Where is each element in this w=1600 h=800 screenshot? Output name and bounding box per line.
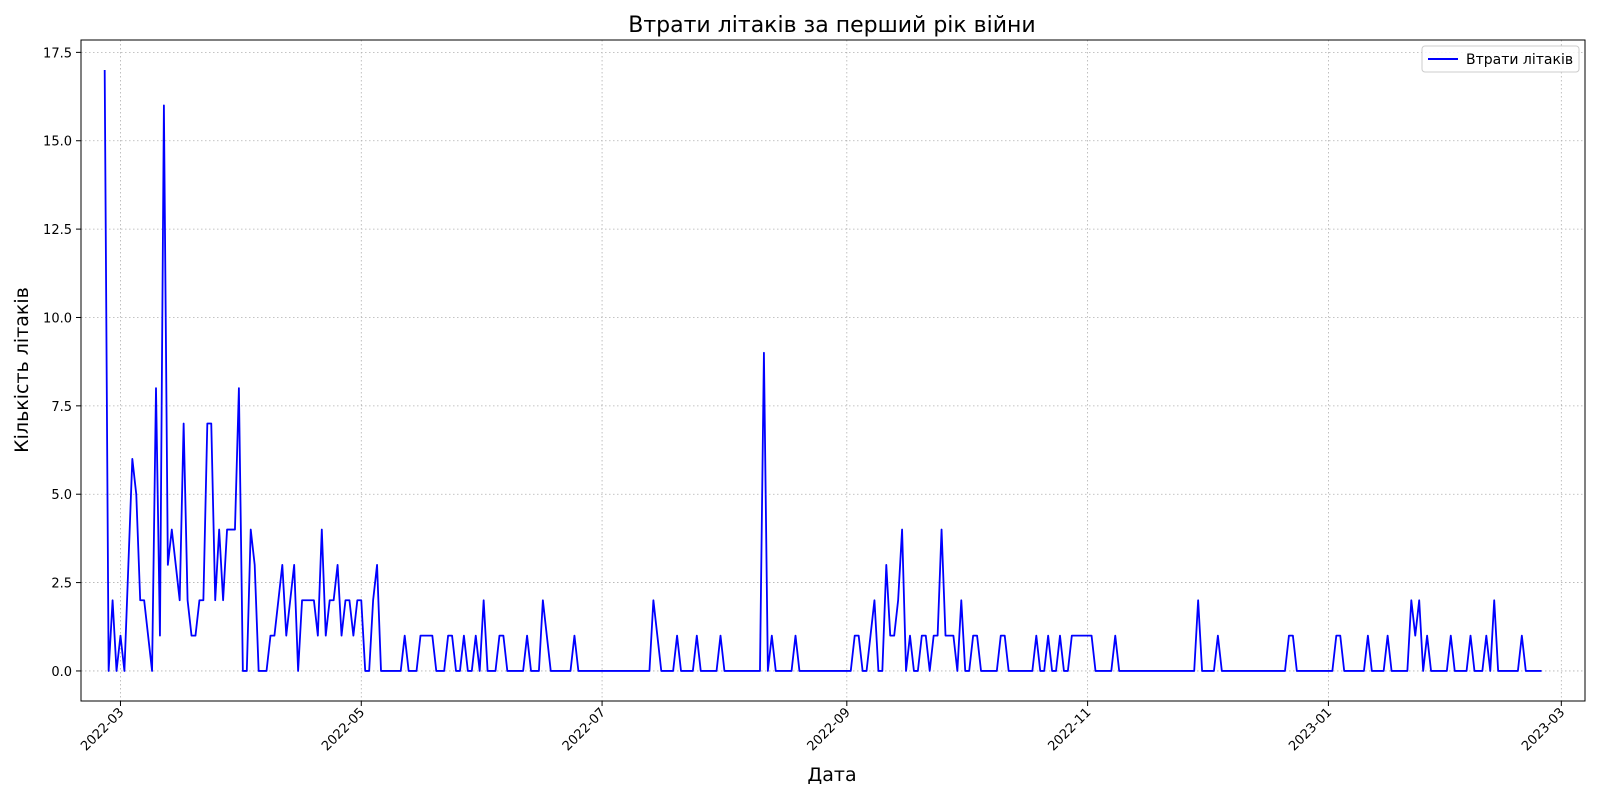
y-tick-label: 0.0 (51, 665, 72, 680)
y-tick-label: 12.5 (43, 223, 72, 238)
x-axis: 2022-03 2022-05 2022-07 2022-09 2022-11 2023-… (78, 701, 1568, 754)
x-axis-label: Дата (807, 764, 856, 786)
x-tick-label: 2022-03 (78, 705, 127, 754)
x-tick-label: 2022-05 (319, 705, 368, 754)
plot-area (103, 70, 1542, 672)
x-tick-label: 2023-03 (1519, 705, 1568, 754)
y-axis-label: Кількість літаків (11, 287, 33, 453)
y-tick-label: 10.0 (43, 311, 72, 326)
legend: Втрати літаків (1421, 45, 1580, 73)
y-tick-label: 17.5 (43, 46, 72, 61)
legend-label: Втрати літаків (1466, 52, 1573, 68)
series-line (103, 70, 1542, 672)
x-tick-label: 2023-01 (1286, 705, 1335, 754)
x-tick-label: 2022-11 (1045, 705, 1094, 754)
legend-box (1421, 45, 1580, 73)
grid-lines (81, 40, 1585, 701)
x-tick-label: 2022-09 (805, 705, 854, 754)
y-tick-label: 7.5 (51, 400, 72, 415)
chart-title: Втрати літаків за перший рік війни (628, 13, 1035, 38)
y-tick-label: 2.5 (51, 577, 72, 592)
y-axis: 0.0 2.5 5.0 7.5 10.0 12.5 15.0 17.5 (43, 46, 81, 680)
plot-frame (80, 39, 1586, 702)
x-tick-label: 2022-07 (560, 705, 609, 754)
y-tick-label: 5.0 (51, 488, 72, 503)
y-tick-label: 15.0 (43, 135, 72, 150)
